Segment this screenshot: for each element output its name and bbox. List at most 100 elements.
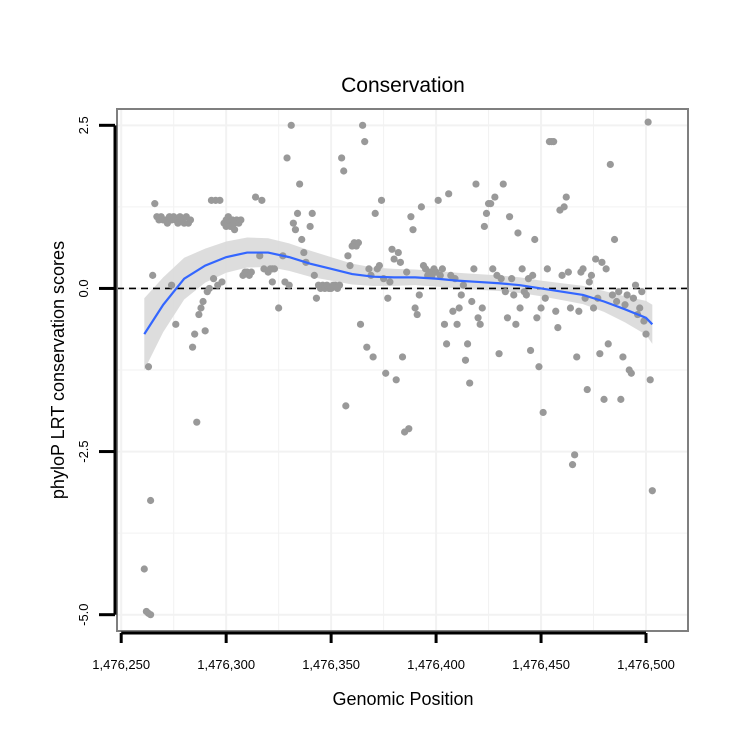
data-point [308,209,316,217]
data-point [409,226,417,234]
data-point [300,248,308,257]
data-point [453,320,461,328]
data-point [589,304,598,312]
data-point [623,291,631,299]
data-point [461,356,470,364]
data-point [312,294,321,302]
data-point [369,353,377,361]
data-point [529,271,537,279]
data-point [539,408,547,417]
data-point [508,275,516,283]
data-point [505,213,514,221]
data-point [411,304,419,312]
data-point [604,340,612,348]
data-point [526,346,535,355]
data-point [640,317,648,325]
data-point [646,376,654,384]
data-point [503,314,512,322]
data-point [499,180,507,188]
data-point [361,138,369,146]
x-tick-label: 1,476,350 [302,657,360,672]
x-tick-label: 1,476,450 [512,657,570,672]
data-point [258,196,266,204]
data-point [218,278,226,286]
data-point [237,216,245,224]
data-point [403,268,411,276]
data-point [560,203,568,211]
data-point [377,196,386,204]
data-point [335,281,344,289]
data-point [405,425,413,433]
data-point [613,297,621,306]
data-point [270,265,279,273]
data-point [356,320,365,328]
data-point [390,255,398,263]
smooth-line [143,251,654,335]
data-point [417,203,425,211]
data-point [627,369,635,377]
data-point [436,271,444,279]
data-point [354,239,363,247]
data-point [554,323,562,332]
data-point [146,496,155,505]
data-point [209,275,218,283]
data-point [629,294,638,302]
y-tick-label: -5.0 [76,603,91,625]
data-point [375,262,384,270]
data-point [310,271,318,279]
data-point [291,226,300,234]
data-point [363,343,371,351]
data-point [592,255,600,263]
data-point [283,154,291,162]
data-point [440,320,449,328]
data-point [251,193,260,201]
y-tick-label: 2.5 [76,116,91,134]
data-point [564,268,572,276]
data-point [340,167,348,175]
data-point [359,121,367,129]
plot-panel-border [116,108,689,632]
data-point [415,291,423,299]
data-point [617,395,625,403]
data-point [615,288,623,296]
x-axis: 1,476,250 1,476,300 1,476,350 1,476,400 1,47… [92,631,675,672]
data-point [583,385,591,394]
data-point [575,307,583,315]
data-point [188,343,197,351]
data-point [468,297,476,306]
x-tick-label: 1,476,500 [617,657,675,672]
data-point [573,353,581,361]
data-point [474,314,482,322]
x-tick-label: 1,476,300 [197,657,255,672]
data-point [587,271,596,279]
data-point [167,281,176,289]
data-point [537,304,545,312]
smooth-line-group [143,251,654,335]
data-point [516,304,524,312]
y-tick-label: 0.0 [76,279,91,297]
chart-title: Conservation [341,74,465,97]
data-point [476,320,484,328]
data-point [140,565,148,573]
data-point [598,258,606,266]
grid-lines [117,109,688,631]
data-point [365,265,373,273]
data-point [562,193,570,201]
data-point [275,304,283,312]
data-point [388,245,396,253]
data-point [216,196,224,204]
data-point [285,281,293,289]
data-point [480,222,488,231]
data-point [631,281,640,289]
data-point [608,291,617,299]
data-point [638,288,646,296]
data-point [531,235,539,244]
data-point [535,363,543,371]
data-point [596,350,604,358]
data-point [533,314,541,322]
data-point [384,294,392,302]
data-point [338,154,346,162]
data-point [642,330,650,338]
data-point [346,262,354,270]
